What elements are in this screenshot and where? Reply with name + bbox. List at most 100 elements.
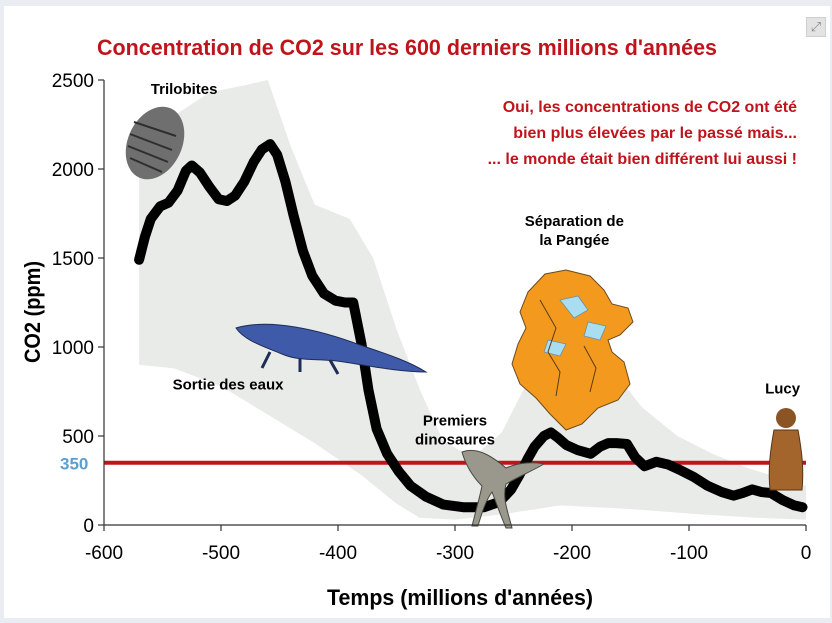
co2-data-point <box>408 483 414 489</box>
co2-data-point <box>588 451 594 457</box>
co2-data-point <box>799 504 805 510</box>
y-tick-label: 1000 <box>52 338 94 359</box>
co2-data-point <box>730 493 736 499</box>
co2-data-point <box>224 198 230 204</box>
annotation-pangee: Séparation de <box>525 213 624 230</box>
expand-button[interactable]: ⤢ <box>806 17 826 37</box>
y-tick-label: 2500 <box>52 71 94 92</box>
pangea-sea <box>543 295 607 357</box>
co2-data-point <box>691 474 697 480</box>
co2-data-point <box>321 291 327 297</box>
co2-data-point <box>216 196 222 202</box>
uncertainty-envelope <box>139 80 807 520</box>
reference-line-label: 350 <box>60 455 88 474</box>
co2-data-point <box>705 483 711 489</box>
co2-data-point <box>274 152 280 158</box>
co2-data-point <box>423 494 429 500</box>
co2-data-point <box>384 451 390 457</box>
co2-data-point <box>142 234 148 240</box>
amphibian-legs <box>260 351 340 375</box>
co2-data-point <box>548 429 554 435</box>
co2-data-point <box>241 178 247 184</box>
axes-layer: 0 500 1000 1500 2000 2500 -600 -500 -400 -300 -200… <box>52 71 812 564</box>
co2-data-point <box>206 184 212 190</box>
co2-data-point <box>365 387 371 393</box>
lucy-head <box>776 408 796 428</box>
co2-data-point <box>653 459 659 465</box>
co2-data-point <box>791 502 797 508</box>
x-tick-label: -100 <box>670 543 708 564</box>
lucy-picture <box>768 408 804 491</box>
x-tick-label: -200 <box>553 543 591 564</box>
x-tick-label: -500 <box>202 543 240 564</box>
co2-data-point <box>333 298 339 304</box>
y-tick-label: 2000 <box>52 160 94 181</box>
amphibian-picture <box>235 323 428 375</box>
co2-data-point <box>541 433 547 439</box>
co2-data-point <box>525 456 531 462</box>
co2-data-point <box>759 489 765 495</box>
co2-data-point <box>267 141 273 147</box>
x-axis-label: Temps (millions d'années) <box>327 585 593 610</box>
co2-data-point <box>300 248 306 254</box>
reference-line-layer: 350 <box>60 455 806 474</box>
co2-data-point <box>396 469 402 475</box>
pangea-rift <box>539 299 597 397</box>
co2-data-point <box>189 162 195 168</box>
co2-data-point <box>197 170 203 176</box>
co2-data-point <box>575 447 581 453</box>
dinosaur-picture <box>461 450 546 529</box>
co2-data-point <box>165 200 171 206</box>
co2-data-point <box>282 178 288 184</box>
annotation-sortie: Sortie des eaux <box>173 377 285 394</box>
co2-data-point <box>532 444 538 450</box>
co2-data-point <box>460 504 466 510</box>
co2-data-point <box>342 300 348 305</box>
x-tick-label: -300 <box>436 543 474 564</box>
pangea-land <box>511 269 634 431</box>
annotation-dinosaures: dinosaures <box>415 431 495 448</box>
co2-data-point <box>183 168 189 174</box>
co2-data-point <box>350 300 356 305</box>
lucy-body <box>768 429 804 491</box>
y-tick-label: 1500 <box>52 249 94 270</box>
co2-data-point <box>597 444 603 450</box>
co2-data-point <box>740 490 746 496</box>
trilobite-picture <box>125 106 185 180</box>
co2-data-point <box>374 426 380 432</box>
co2-data-point <box>605 440 611 446</box>
co2-data-point <box>148 216 154 222</box>
annotation-dinosaures: Premiers <box>423 412 487 429</box>
co2-data-point <box>309 273 315 279</box>
x-tick-label: -600 <box>85 543 123 564</box>
trilobite-segments <box>127 121 177 173</box>
annotation-pangee: la Pangée <box>539 232 609 249</box>
y-axis-label: CO2 (ppm) <box>20 261 45 363</box>
y-tick-label: 0 <box>83 516 94 537</box>
co2-data-point <box>613 440 619 446</box>
co2-data-point <box>251 159 257 165</box>
co2-data-point <box>259 146 265 152</box>
amphibian-body <box>235 323 428 373</box>
message-line: Oui, les concentrations de CO2 ont été <box>503 99 797 116</box>
co2-data-point <box>291 212 297 218</box>
dinosaur-body <box>461 450 546 529</box>
chart-title: Concentration de CO2 sur les 600 dernier… <box>97 35 717 60</box>
co2-data-point <box>508 486 514 492</box>
co2-data-point <box>677 467 683 473</box>
co2-data-point <box>749 486 755 492</box>
co2-data-point <box>632 454 638 460</box>
expand-icon: ⤢ <box>810 19 822 34</box>
annotation-layer: Trilobites Sortie des eaux Premiers dinosau… <box>151 81 801 448</box>
illustrations-layer <box>511 269 634 431</box>
y-tick-label: 500 <box>62 427 94 448</box>
co2-data-point <box>719 489 725 495</box>
annotation-lucy: Lucy <box>765 380 801 397</box>
message-line: bien plus élevées par le passé mais... <box>513 125 797 142</box>
co2-data-point <box>555 435 561 441</box>
co2-data-point <box>440 502 446 508</box>
pangea-map <box>511 269 634 431</box>
co2-data-point <box>563 442 569 448</box>
series-layer <box>134 139 808 513</box>
